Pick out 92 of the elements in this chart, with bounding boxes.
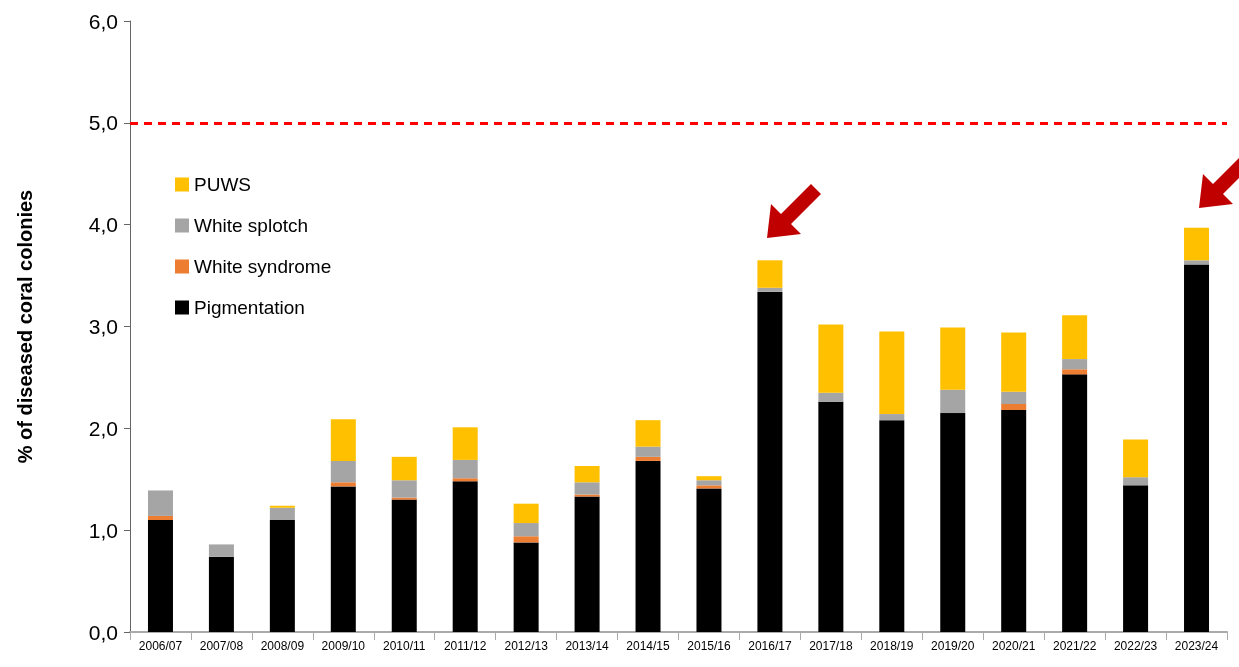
- bar: [696, 485, 722, 489]
- bar: [1123, 485, 1149, 632]
- bar: [879, 414, 905, 421]
- bar: [330, 486, 356, 632]
- bar: [330, 419, 356, 461]
- bar: [208, 556, 234, 632]
- bar: [391, 497, 417, 500]
- x-tick-label: 2011/12: [443, 639, 487, 653]
- x-tick-label: 2008/09: [260, 639, 305, 653]
- bar: [940, 327, 966, 390]
- y-tick-label: 5,0: [88, 111, 118, 135]
- bar: [147, 490, 173, 516]
- bar: [696, 480, 722, 486]
- bar: [574, 482, 600, 495]
- bar: [1001, 391, 1027, 404]
- bar: [574, 496, 600, 632]
- x-tick-label: 2006/07: [138, 639, 183, 653]
- x-tick-label: 2013/14: [565, 639, 610, 653]
- bar: [147, 519, 173, 632]
- x-tick-label: 2012/13: [504, 639, 549, 653]
- y-tick-label: 0,0: [88, 620, 118, 644]
- bar: [452, 481, 478, 632]
- bar: [1062, 374, 1088, 632]
- x-tick-label: 2020/21: [992, 639, 1036, 653]
- y-tick-label: 2,0: [88, 416, 118, 440]
- bar: [452, 459, 478, 479]
- bar: [757, 260, 783, 288]
- bar: [391, 499, 417, 632]
- y-tick-label: 3,0: [88, 315, 118, 338]
- y-tick-label: 4,0: [88, 213, 118, 237]
- bar: [452, 478, 478, 482]
- bar: [696, 476, 722, 481]
- bar: [330, 482, 356, 487]
- x-tick-label: 2019/20: [931, 639, 975, 653]
- legend-label: PUWS: [194, 174, 251, 195]
- x-tick-label: 2022/23: [1113, 639, 1158, 653]
- bar: [879, 331, 905, 415]
- bar: [1184, 260, 1210, 265]
- bar: [757, 287, 783, 292]
- bar: [635, 420, 661, 447]
- bar: [391, 480, 417, 498]
- legend-label: White splotch: [194, 215, 309, 236]
- bar: [1123, 439, 1149, 478]
- bar: [208, 544, 234, 557]
- bar: [513, 536, 539, 543]
- bar: [1062, 369, 1088, 375]
- bar: [513, 503, 539, 524]
- bar: [574, 494, 600, 497]
- bar: [147, 515, 173, 520]
- x-tick-label: 2023/24: [1174, 639, 1219, 653]
- bar: [269, 519, 295, 632]
- bar: [1001, 332, 1027, 392]
- bar: [452, 427, 478, 460]
- bar: [1184, 227, 1210, 261]
- legend-label: White syndrome: [194, 256, 332, 277]
- y-tick-label: 6,0: [88, 9, 118, 33]
- bar: [391, 456, 417, 481]
- x-tick-label: 2016/17: [748, 639, 792, 653]
- bar: [696, 488, 722, 632]
- bar: [940, 389, 966, 414]
- x-tick-label: 2021/22: [1052, 639, 1097, 653]
- bar: [818, 392, 844, 402]
- bar: [330, 460, 356, 483]
- bar: [1062, 359, 1088, 370]
- legend-label: Pigmentation: [194, 297, 305, 318]
- bar: [818, 324, 844, 393]
- y-axis-title: % of diseased coral colonies: [14, 189, 36, 464]
- bar: [940, 413, 966, 632]
- bar: [1001, 410, 1027, 632]
- bar: [879, 420, 905, 632]
- bar: [1062, 315, 1088, 360]
- bar: [635, 456, 661, 461]
- x-tick-label: 2014/15: [626, 639, 671, 653]
- y-tick-label: 1,0: [88, 518, 118, 542]
- x-tick-label: 2010/11: [383, 639, 426, 653]
- bar: [635, 446, 661, 457]
- bar: [513, 542, 539, 632]
- bar: [269, 505, 295, 508]
- bar: [574, 466, 600, 483]
- x-tick-label: 2018/19: [870, 639, 914, 653]
- bar: [269, 507, 295, 520]
- bar: [513, 523, 539, 537]
- x-tick-label: 2015/16: [687, 639, 731, 653]
- bar: [1184, 264, 1210, 632]
- bar: [818, 401, 844, 632]
- bar: [1001, 403, 1027, 410]
- x-tick-label: 2009/10: [321, 639, 366, 653]
- x-tick-label: 2017/18: [809, 639, 853, 653]
- bar: [1123, 477, 1149, 486]
- bar: [757, 291, 783, 632]
- bar: [635, 460, 661, 632]
- x-tick-label: 2007/08: [199, 639, 244, 653]
